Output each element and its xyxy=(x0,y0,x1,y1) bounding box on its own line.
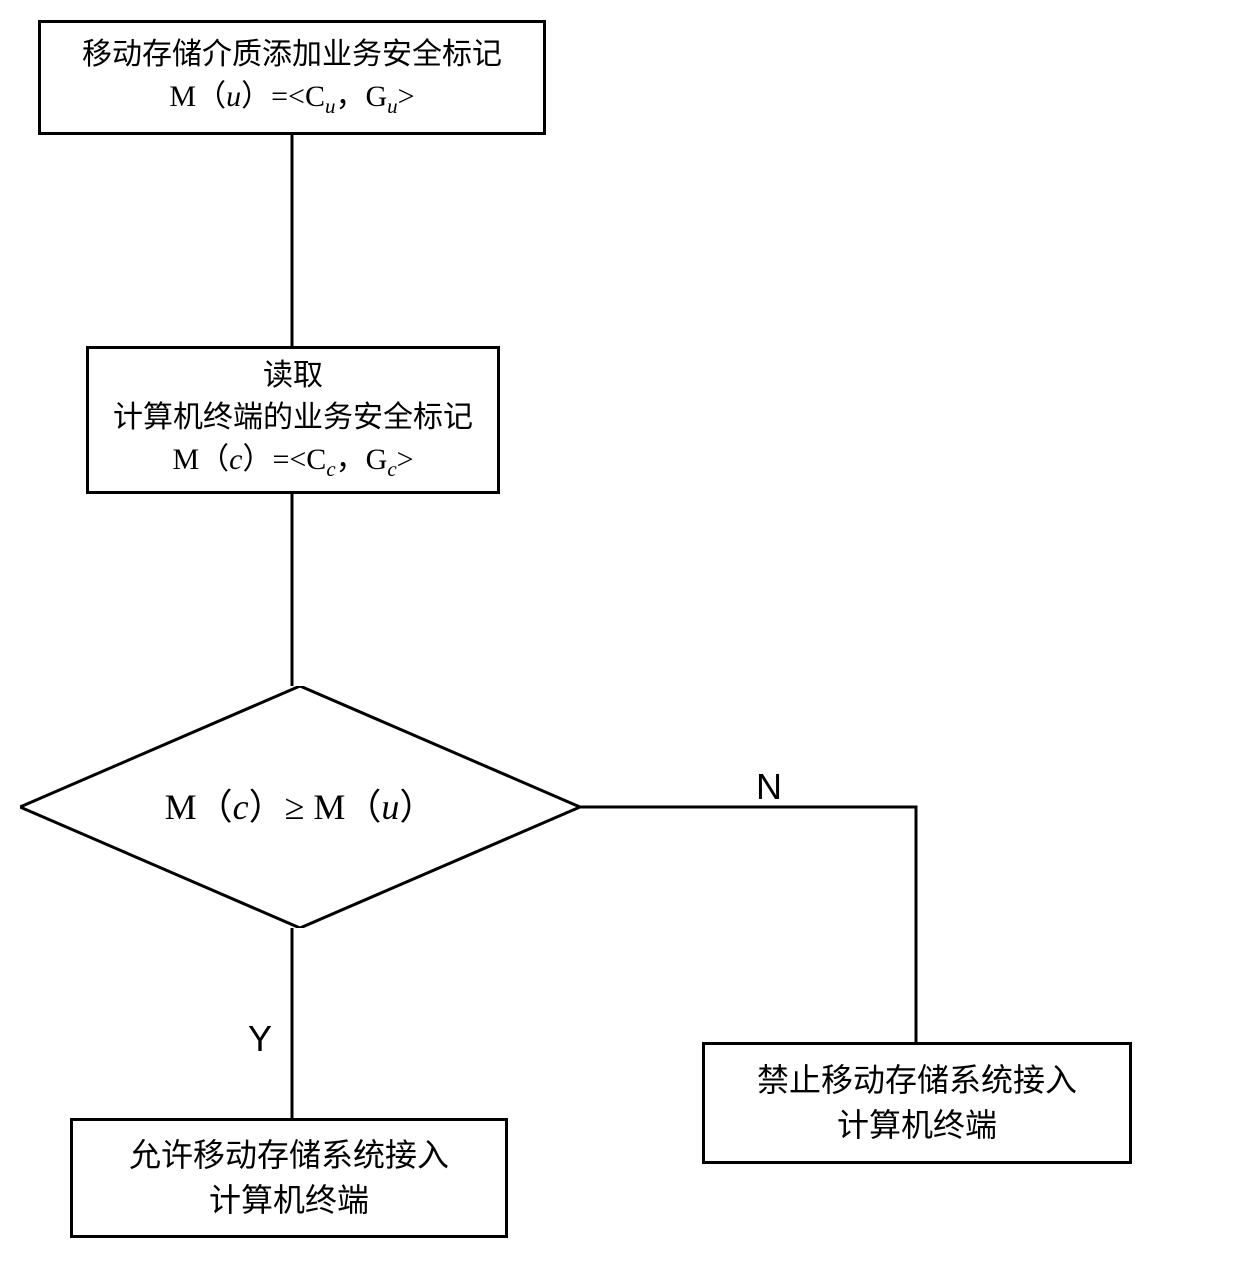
edge-label-yes: Y xyxy=(248,1018,272,1060)
node-add-security-mark: 移动存储介质添加业务安全标记 M（u）=<Cu，Gu> xyxy=(38,20,546,135)
n2-line1: 读取 xyxy=(263,355,323,397)
edge-label-no: N xyxy=(756,766,782,808)
n2-line2: 计算机终端的业务安全标记 xyxy=(113,397,473,439)
node-deny-access: 禁止移动存储系统接入 计算机终端 xyxy=(702,1042,1132,1164)
flowchart-container: 移动存储介质添加业务安全标记 M（u）=<Cu，Gu> 读取 计算机终端的业务安… xyxy=(0,0,1240,1283)
node-decision-compare: M（c）≥ M（u） xyxy=(20,686,580,928)
node-read-terminal-mark: 读取 计算机终端的业务安全标记 M（c）=<Cc，Gc> xyxy=(86,346,500,494)
n3-formula: M（c）≥ M（u） xyxy=(165,782,436,832)
n2-formula: M（c）=<Cc，Gc> xyxy=(172,439,413,484)
n5-line1: 禁止移动存储系统接入 xyxy=(757,1058,1077,1103)
n5-line2: 计算机终端 xyxy=(837,1103,997,1148)
n1-line1: 移动存储介质添加业务安全标记 xyxy=(82,34,502,76)
n1-formula: M（u）=<Cu，Gu> xyxy=(169,76,414,121)
node-allow-access: 允许移动存储系统接入 计算机终端 xyxy=(70,1118,508,1238)
n4-line1: 允许移动存储系统接入 xyxy=(129,1133,449,1178)
n4-line2: 计算机终端 xyxy=(209,1178,369,1223)
